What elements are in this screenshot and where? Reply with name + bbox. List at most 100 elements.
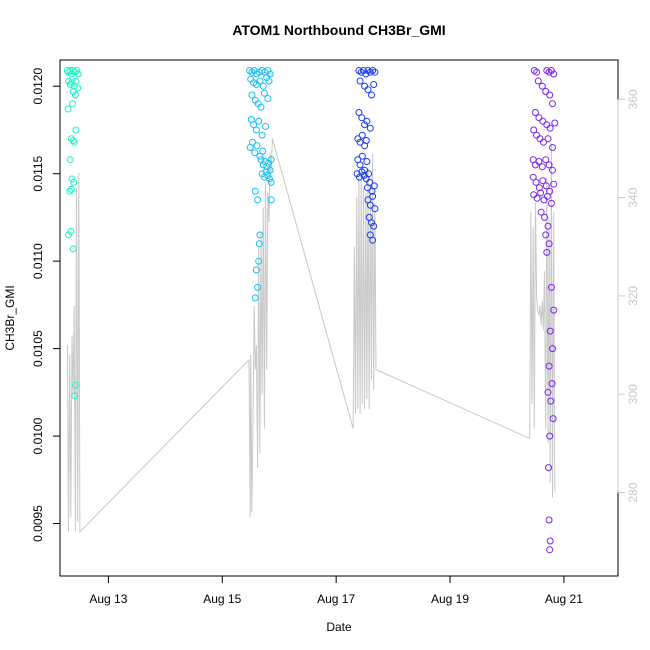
data-point-series-4 xyxy=(546,537,554,545)
data-point-series-1 xyxy=(69,67,77,74)
data-point-series-2 xyxy=(262,168,270,176)
y-axis-label: CH3Br_GMI xyxy=(3,285,17,350)
data-point-series-2 xyxy=(267,156,275,164)
data-point-series-2 xyxy=(251,149,259,157)
y2-tick-label: 360 xyxy=(626,89,640,109)
data-point-series-4 xyxy=(539,177,547,185)
data-point-series-4 xyxy=(546,432,554,440)
data-point-series-3 xyxy=(353,170,361,178)
data-point-series-2 xyxy=(252,266,260,274)
data-point-series-2 xyxy=(255,257,263,265)
x-tick-label: Aug 21 xyxy=(545,592,583,606)
x-tick-label: Aug 17 xyxy=(317,592,355,606)
data-point-series-4 xyxy=(543,192,551,200)
data-point-series-4 xyxy=(545,161,553,169)
data-point-series-2 xyxy=(264,95,272,102)
data-point-series-4 xyxy=(549,345,556,353)
data-point-series-3 xyxy=(355,109,363,116)
data-point-series-1 xyxy=(74,84,82,92)
data-point-series-4 xyxy=(546,91,554,99)
data-point-series-4 xyxy=(544,135,552,143)
axes-layer: Aug 13 Aug 15 Aug 17 Aug 19 Aug 21 0.0095 0.01… xyxy=(31,68,640,606)
data-point-series-3 xyxy=(358,131,366,139)
data-point-series-3 xyxy=(366,178,374,186)
data-point-series-1 xyxy=(71,91,79,99)
data-point-series-3 xyxy=(354,135,362,143)
data-point-series-3 xyxy=(364,86,372,94)
y2-tick-label: 340 xyxy=(626,187,640,207)
data-point-series-1 xyxy=(71,392,79,400)
data-point-series-4 xyxy=(535,184,543,192)
data-point-series-3 xyxy=(361,121,369,129)
data-point-series-1 xyxy=(69,100,76,108)
data-point-series-2 xyxy=(264,67,272,74)
data-point-series-4 xyxy=(534,77,542,85)
data-point-series-3 xyxy=(370,222,378,230)
data-point-series-1 xyxy=(71,381,79,389)
data-point-series-3 xyxy=(356,138,364,146)
data-point-series-2 xyxy=(267,196,275,204)
data-point-series-1 xyxy=(73,67,80,74)
data-point-series-3 xyxy=(366,124,374,132)
data-point-series-2 xyxy=(250,121,258,129)
data-point-series-2 xyxy=(264,171,272,179)
data-point-series-2 xyxy=(262,123,269,130)
data-point-series-4 xyxy=(548,380,556,388)
data-point-series-4 xyxy=(537,208,545,216)
data-point-series-2 xyxy=(259,82,267,90)
data-point-series-3 xyxy=(363,158,371,165)
data-point-series-3 xyxy=(371,68,379,76)
data-point-series-1 xyxy=(68,175,76,183)
data-point-series-4 xyxy=(541,213,548,221)
data-point-series-4 xyxy=(547,397,555,405)
data-point-series-4 xyxy=(550,180,558,188)
data-point-series-2 xyxy=(253,142,261,150)
data-point-series-1 xyxy=(71,68,79,76)
data-point-series-4 xyxy=(543,248,551,256)
data-point-series-1 xyxy=(66,156,74,164)
data-point-series-1 xyxy=(69,137,77,144)
data-point-series-4 xyxy=(542,231,550,239)
data-point-series-3 xyxy=(369,192,377,200)
y-tick-label: 0.0100 xyxy=(31,417,45,454)
data-point-series-4 xyxy=(533,194,541,202)
data-point-series-1 xyxy=(74,70,82,78)
y2-tick-label: 300 xyxy=(626,384,640,404)
data-point-series-4 xyxy=(545,464,552,472)
data-point-series-3 xyxy=(365,170,373,178)
data-point-series-2 xyxy=(256,152,264,160)
data-point-series-2 xyxy=(257,103,265,111)
data-point-series-1 xyxy=(65,77,72,85)
data-point-series-4 xyxy=(546,124,554,132)
x-axis-label: Date xyxy=(326,620,352,634)
data-point-series-4 xyxy=(547,199,555,207)
data-point-series-2 xyxy=(258,131,266,139)
data-point-series-3 xyxy=(362,137,370,144)
data-point-series-3 xyxy=(368,219,375,227)
data-point-series-4 xyxy=(530,126,538,134)
data-point-series-3 xyxy=(366,201,374,209)
data-point-series-4 xyxy=(535,158,543,165)
data-point-series-2 xyxy=(259,147,267,155)
data-point-series-4 xyxy=(535,114,543,122)
data-points-layer xyxy=(63,67,559,554)
data-point-series-1 xyxy=(72,77,80,85)
data-point-series-4 xyxy=(545,362,553,370)
data-point-series-2 xyxy=(254,196,262,204)
data-point-series-4 xyxy=(546,327,554,335)
right-axis-series-line xyxy=(66,138,556,534)
data-point-series-2 xyxy=(249,138,256,146)
data-point-series-3 xyxy=(371,205,379,213)
data-point-series-1 xyxy=(68,79,76,87)
data-point-series-4 xyxy=(537,189,545,197)
data-point-series-2 xyxy=(263,74,271,81)
data-point-series-4 xyxy=(544,388,552,396)
data-point-series-4 xyxy=(550,306,558,314)
x-tick-label: Aug 19 xyxy=(431,592,469,606)
x-tick-label: Aug 15 xyxy=(203,592,241,606)
y-tick-label: 0.0095 xyxy=(31,505,45,542)
data-point-series-3 xyxy=(356,77,364,85)
data-point-series-2 xyxy=(256,231,264,239)
data-point-series-1 xyxy=(70,138,78,146)
